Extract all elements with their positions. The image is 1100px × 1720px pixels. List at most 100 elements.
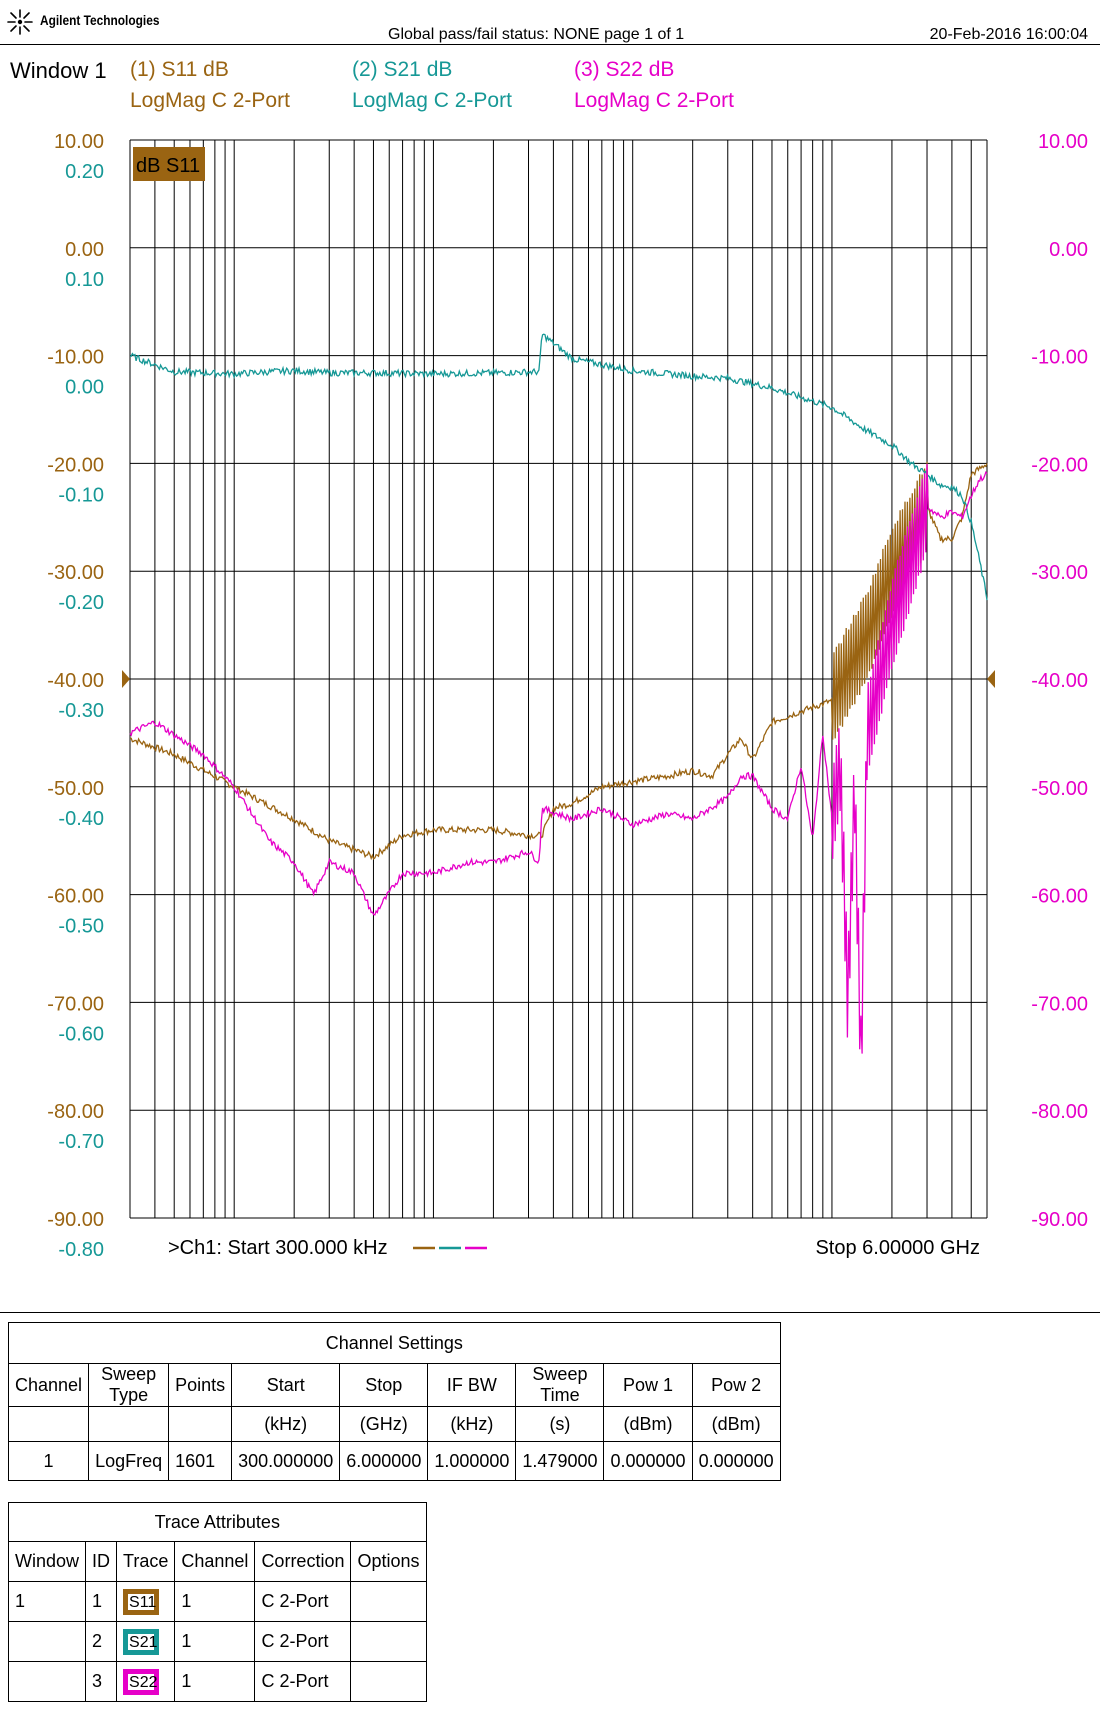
trace-line-s21 (130, 333, 988, 601)
y-tick-label: -0.40 (58, 808, 104, 830)
trace-label-s11: (1) S11 dB LogMag C 2-Port (130, 54, 290, 116)
y-tick-label: -0.60 (58, 1023, 104, 1045)
active-trace-badge (133, 147, 205, 181)
agilent-spark-icon (7, 9, 33, 35)
col-header: Pow 1 (603, 1363, 693, 1407)
trace-swatch: S22 (123, 1668, 160, 1695)
col-header: ID (85, 1541, 118, 1582)
channel-settings-table: Channel Settings Channel Sweep Type Poin… (7, 1322, 781, 1481)
col-unit: (kHz) (231, 1406, 341, 1442)
reference-level-marker-right (987, 670, 995, 688)
section-divider (0, 1312, 1100, 1313)
y-tick-label: -10.00 (1031, 347, 1088, 369)
y-tick-label: -30.00 (47, 562, 104, 584)
active-trace-badge-label: dB S11 (136, 155, 200, 177)
col-unit: (GHz) (339, 1406, 429, 1442)
col-header: Trace (116, 1541, 176, 1582)
plot-grid (129, 139, 988, 1219)
y-tick-label: -80.00 (47, 1101, 104, 1123)
trace-id: (3) S22 dB (574, 58, 675, 81)
table-cell: C 2-Port (254, 1621, 352, 1662)
brand-name: Agilent Technologies (40, 12, 160, 28)
table-cell: 1 (85, 1581, 118, 1622)
trace-swatch-cell: S21 (116, 1621, 176, 1662)
trace-attributes-table: Trace Attributes Window ID Trace Channel… (7, 1502, 427, 1702)
plot-annotations: dB S11 >Ch1: Start 300.000 kHz Stop 6.0000… (122, 147, 995, 1259)
col-header: Channel (174, 1541, 256, 1582)
y-tick-label: -40.00 (47, 670, 104, 692)
header-bar: Agilent Technologies Global pass/fail st… (0, 0, 1100, 45)
table-cell: 300.000000 (231, 1441, 341, 1481)
col-unit: (s) (515, 1406, 605, 1442)
sweep-stop-label: Stop 6.00000 GHz (815, 1237, 980, 1259)
col-unit: (dBm) (691, 1406, 781, 1442)
table-cell: 2 (85, 1621, 118, 1662)
y-tick-label: -30.00 (1031, 562, 1088, 584)
trace-swatch: S21 (123, 1628, 160, 1655)
y-tick-label: -80.00 (1031, 1101, 1088, 1123)
y-tick-label: 0.00 (1049, 239, 1088, 261)
table-cell: LogFreq (88, 1441, 170, 1481)
table-cell: 1.000000 (427, 1441, 517, 1481)
y-tick-label: -90.00 (47, 1209, 104, 1231)
col-header: Pow 2 (691, 1363, 781, 1407)
y-tick-label: -10.00 (47, 347, 104, 369)
trace-format: LogMag C 2-Port (130, 89, 290, 112)
col-header: Start (231, 1363, 341, 1407)
table-caption: Channel Settings (8, 1322, 781, 1364)
trace-label-s21: (2) S21 dB LogMag C 2-Port (352, 54, 512, 116)
table-cell (350, 1581, 427, 1622)
y-tick-label: 10.00 (1038, 131, 1088, 153)
trace-format: LogMag C 2-Port (574, 89, 734, 112)
trace-lines (129, 333, 988, 1054)
y-tick-label: 0.10 (65, 269, 104, 291)
col-header: Points (168, 1363, 233, 1407)
table-cell: 1 (174, 1621, 256, 1662)
col-header: Correction (254, 1541, 352, 1582)
y-axis-ticks: 10.00 0.00 -10.00 -20.00 -30.00 -40.00 -50.00 -… (47, 131, 1088, 1261)
trace-format: LogMag C 2-Port (352, 89, 512, 112)
table-cell: 0.000000 (603, 1441, 693, 1481)
col-unit (88, 1406, 170, 1442)
trace-swatch: S11 (123, 1588, 160, 1615)
sweep-start-label: >Ch1: Start 300.000 kHz (168, 1237, 388, 1259)
timestamp: 20-Feb-2016 16:00:04 (929, 26, 1088, 43)
col-unit (7, 1406, 90, 1442)
trace-line-s11 (129, 461, 988, 861)
table-cell: C 2-Port (254, 1661, 352, 1702)
y-tick-label: -0.30 (58, 700, 104, 722)
table-cell (350, 1621, 427, 1662)
pass-fail-status: Global pass/fail status: NONE page 1 of … (388, 26, 685, 43)
window-title: Window 1 (10, 58, 107, 83)
table-row: 2 S21 1 C 2-Port (7, 1621, 427, 1662)
trace-swatch-cell: S22 (116, 1661, 176, 1702)
y-tick-label: -0.50 (58, 916, 104, 938)
y-tick-label: -60.00 (47, 886, 104, 908)
col-header: Window (7, 1541, 87, 1582)
table-row: 1 1 S11 1 C 2-Port (7, 1581, 427, 1622)
col-header: Options (350, 1541, 427, 1582)
y-tick-label: -0.10 (58, 484, 104, 506)
col-header: Stop (339, 1363, 429, 1407)
trace-label-s22: (3) S22 dB LogMag C 2-Port (574, 54, 734, 116)
col-header: Sweep Type (88, 1363, 170, 1407)
network-analyzer-plot: 10.00 0.00 -10.00 -20.00 -30.00 -40.00 -50.00 -… (47, 131, 1088, 1261)
y-tick-label: -0.20 (58, 592, 104, 614)
col-header: IF BW (427, 1363, 517, 1407)
y-tick-label: -20.00 (47, 454, 104, 476)
y-tick-label: -50.00 (1031, 778, 1088, 800)
table-cell: 1 (174, 1661, 256, 1702)
table-cell (7, 1621, 87, 1662)
col-header: Sweep Time (515, 1363, 605, 1407)
table-cell: 0.000000 (691, 1441, 781, 1481)
reference-level-marker-left (122, 670, 130, 688)
y-tick-label: -20.00 (1031, 454, 1088, 476)
table-caption: Trace Attributes (8, 1502, 427, 1542)
y-tick-label: -70.00 (1031, 993, 1088, 1015)
trace-line-s22 (129, 463, 988, 1054)
trace-swatch-cell: S11 (116, 1581, 176, 1622)
y-tick-label: 0.20 (65, 161, 104, 183)
table-row: 1 LogFreq 1601 300.000000 6.000000 1.000… (7, 1441, 781, 1481)
table-cell: 1 (7, 1441, 90, 1481)
y-tick-label: -60.00 (1031, 886, 1088, 908)
